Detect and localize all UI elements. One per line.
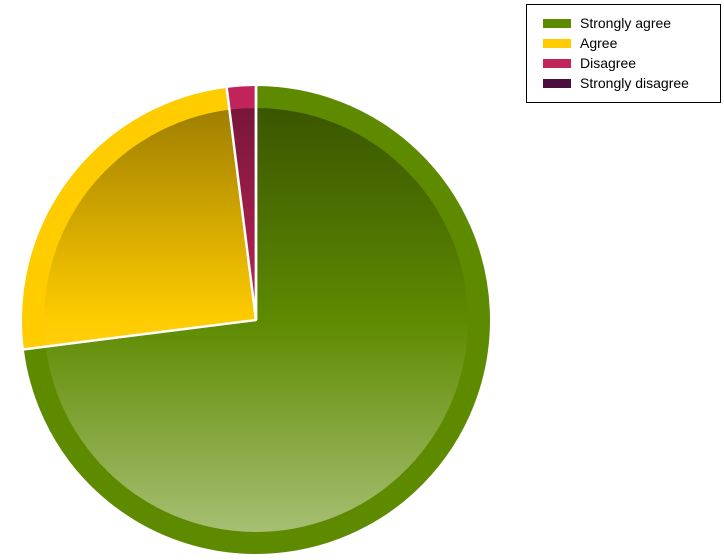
legend-swatch — [543, 78, 571, 88]
legend-swatch — [543, 38, 571, 48]
legend-label: Agree — [580, 35, 618, 51]
legend-label: Disagree — [580, 55, 637, 71]
legend-swatch — [543, 18, 571, 28]
legend-label: Strongly disagree — [580, 75, 689, 91]
legend-label: Strongly agree — [580, 15, 672, 31]
pie-slice-inner-agree — [43, 109, 256, 347]
legend-item: Strongly disagree — [543, 73, 720, 93]
legend-swatch — [543, 58, 571, 68]
legend-item: Agree — [543, 33, 720, 53]
pie-slices — [20, 83, 492, 556]
pie-slice-separator — [22, 318, 257, 351]
pie-slice-separator — [225, 86, 258, 321]
chart-legend: Strongly agree Agree Disagree Strongly disa… — [526, 4, 721, 103]
legend-item: Strongly agree — [543, 13, 720, 33]
legend-item: Disagree — [543, 53, 720, 73]
